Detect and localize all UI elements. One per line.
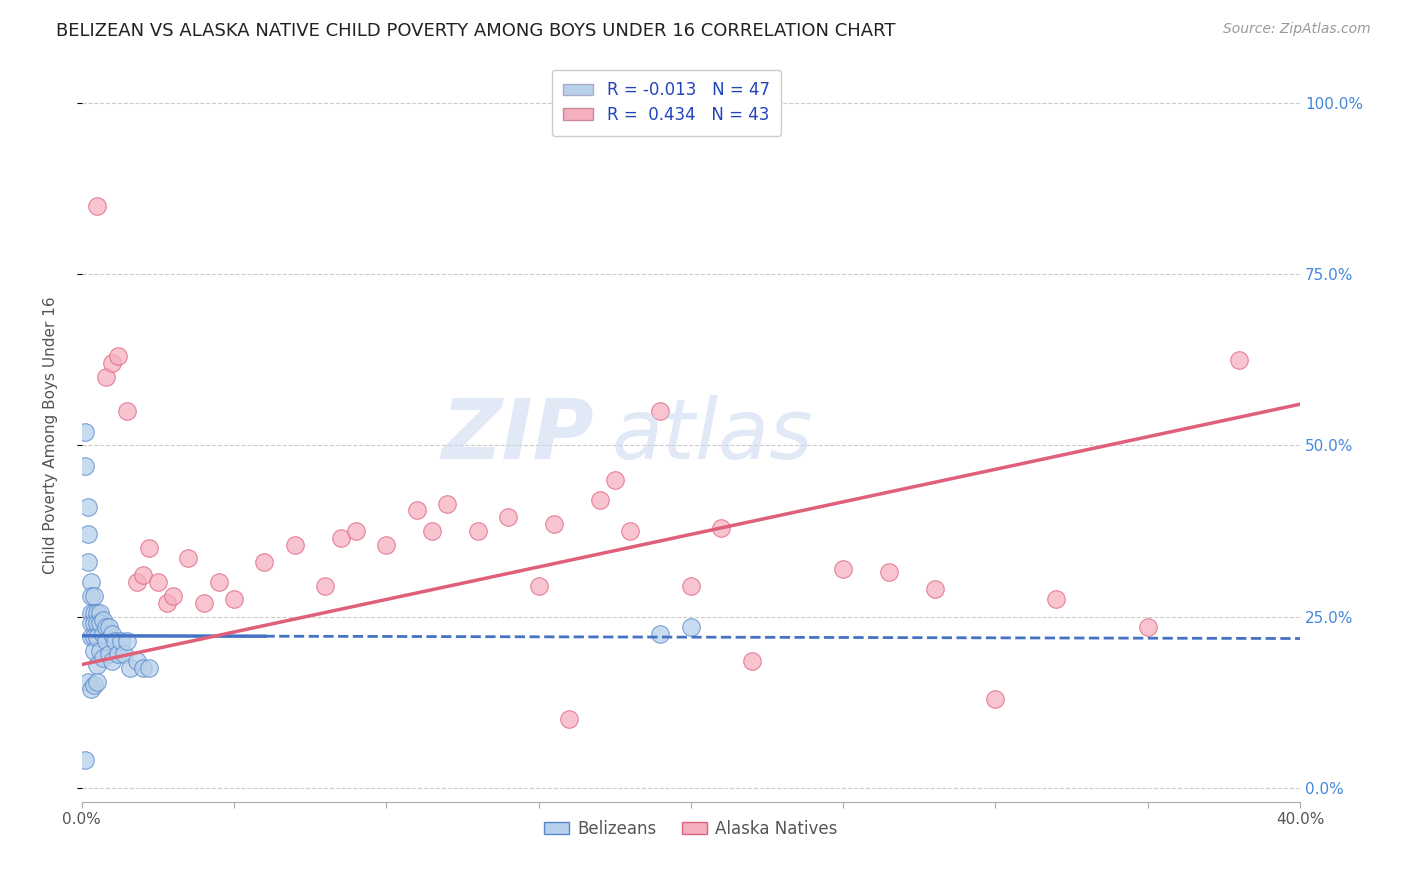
Point	[1045, 592, 1067, 607]
Point	[80, 681, 103, 696]
Point	[117, 633, 139, 648]
Point	[222, 592, 245, 607]
Point	[177, 551, 200, 566]
Point	[91, 613, 114, 627]
Point	[527, 579, 550, 593]
Point	[436, 497, 458, 511]
Point	[146, 575, 169, 590]
Point	[80, 575, 103, 590]
Point	[496, 510, 519, 524]
Point	[420, 524, 443, 538]
Point	[344, 524, 367, 538]
Point	[112, 647, 135, 661]
Point	[710, 520, 733, 534]
Point	[107, 349, 129, 363]
Point	[89, 644, 111, 658]
Text: BELIZEAN VS ALASKA NATIVE CHILD POVERTY AMONG BOYS UNDER 16 CORRELATION CHART: BELIZEAN VS ALASKA NATIVE CHILD POVERTY …	[56, 22, 896, 40]
Text: Source: ZipAtlas.com: Source: ZipAtlas.com	[1223, 22, 1371, 37]
Point	[86, 616, 108, 631]
Point	[253, 555, 276, 569]
Point	[156, 596, 179, 610]
Point	[1227, 352, 1250, 367]
Point	[86, 657, 108, 672]
Point	[76, 674, 98, 689]
Point	[83, 589, 105, 603]
Point	[125, 654, 148, 668]
Point	[131, 661, 153, 675]
Point	[76, 500, 98, 514]
Point	[98, 620, 121, 634]
Point	[329, 531, 352, 545]
Point	[375, 538, 398, 552]
Point	[208, 575, 231, 590]
Point	[110, 633, 132, 648]
Legend: Belizeans, Alaska Natives: Belizeans, Alaska Natives	[537, 814, 844, 845]
Point	[83, 630, 105, 644]
Point	[162, 589, 184, 603]
Point	[76, 527, 98, 541]
Point	[603, 473, 626, 487]
Point	[924, 582, 946, 597]
Point	[83, 644, 105, 658]
Point	[131, 568, 153, 582]
Point	[73, 754, 96, 768]
Point	[94, 633, 117, 648]
Point	[73, 458, 96, 473]
Point	[619, 524, 641, 538]
Point	[94, 369, 117, 384]
Point	[284, 538, 307, 552]
Point	[80, 616, 103, 631]
Point	[138, 541, 160, 555]
Point	[101, 356, 124, 370]
Text: ZIP: ZIP	[441, 394, 593, 475]
Point	[73, 425, 96, 439]
Point	[120, 661, 142, 675]
Point	[86, 630, 108, 644]
Point	[467, 524, 489, 538]
Point	[98, 647, 121, 661]
Point	[83, 616, 105, 631]
Point	[314, 579, 336, 593]
Point	[89, 616, 111, 631]
Point	[86, 606, 108, 620]
Point	[117, 404, 139, 418]
Point	[193, 596, 215, 610]
Text: atlas: atlas	[612, 394, 813, 475]
Point	[679, 620, 702, 634]
Point	[984, 691, 1007, 706]
Y-axis label: Child Poverty Among Boys Under 16: Child Poverty Among Boys Under 16	[44, 296, 58, 574]
Point	[832, 561, 855, 575]
Point	[877, 565, 900, 579]
Point	[86, 198, 108, 212]
Point	[86, 674, 108, 689]
Point	[125, 575, 148, 590]
Point	[101, 626, 124, 640]
Point	[107, 647, 129, 661]
Point	[80, 630, 103, 644]
Point	[91, 626, 114, 640]
Point	[1136, 620, 1159, 634]
Point	[94, 620, 117, 634]
Point	[89, 606, 111, 620]
Point	[405, 503, 427, 517]
Point	[588, 493, 610, 508]
Point	[679, 579, 702, 593]
Point	[543, 517, 565, 532]
Point	[104, 633, 127, 648]
Point	[83, 678, 105, 692]
Point	[101, 654, 124, 668]
Point	[650, 404, 672, 418]
Point	[76, 555, 98, 569]
Point	[91, 650, 114, 665]
Point	[741, 654, 763, 668]
Point	[83, 606, 105, 620]
Point	[558, 712, 581, 726]
Point	[650, 626, 672, 640]
Point	[138, 661, 160, 675]
Point	[80, 606, 103, 620]
Point	[80, 589, 103, 603]
